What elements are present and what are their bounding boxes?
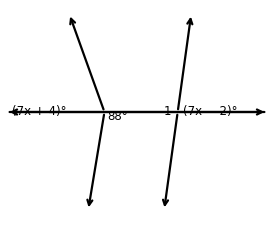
Text: (7x − 2)°: (7x − 2)° <box>183 105 238 118</box>
Text: (7x + 4)°: (7x + 4)° <box>12 105 67 118</box>
Text: 1: 1 <box>163 105 171 118</box>
Text: 88°: 88° <box>107 110 128 122</box>
